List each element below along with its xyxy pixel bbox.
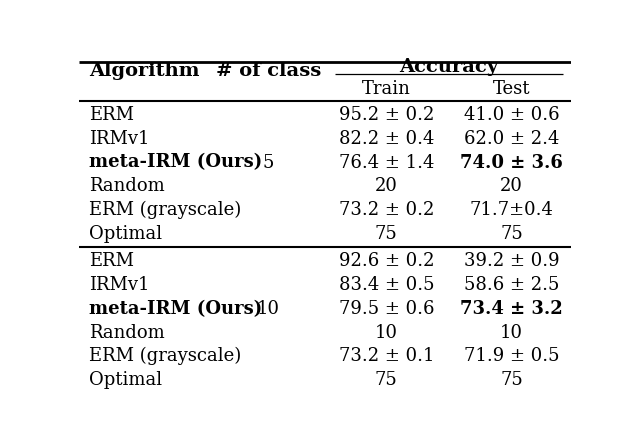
Text: 82.2 ± 0.4: 82.2 ± 0.4 xyxy=(339,130,434,148)
Text: Train: Train xyxy=(362,80,411,98)
Text: 75: 75 xyxy=(500,371,523,389)
Text: # of class: # of class xyxy=(216,62,321,80)
Text: 75: 75 xyxy=(500,225,523,243)
Text: 73.2 ± 0.2: 73.2 ± 0.2 xyxy=(339,201,434,219)
Text: ERM (grayscale): ERM (grayscale) xyxy=(89,201,242,219)
Text: Optimal: Optimal xyxy=(89,371,162,389)
Text: 73.2 ± 0.1: 73.2 ± 0.1 xyxy=(339,347,434,365)
Text: 58.6 ± 2.5: 58.6 ± 2.5 xyxy=(464,276,559,294)
Text: 75: 75 xyxy=(375,371,398,389)
Text: 74.0 ± 3.6: 74.0 ± 3.6 xyxy=(460,154,563,171)
Text: 20: 20 xyxy=(375,177,398,195)
Text: meta-IRM (Ours): meta-IRM (Ours) xyxy=(89,300,262,318)
Text: 71.7±0.4: 71.7±0.4 xyxy=(470,201,553,219)
Text: Test: Test xyxy=(493,80,531,98)
Text: Random: Random xyxy=(89,324,165,342)
Text: 71.9 ± 0.5: 71.9 ± 0.5 xyxy=(464,347,559,365)
Text: 10: 10 xyxy=(375,324,398,342)
Text: 76.4 ± 1.4: 76.4 ± 1.4 xyxy=(339,154,434,171)
Text: ERM: ERM xyxy=(89,106,134,124)
Text: IRMv1: IRMv1 xyxy=(89,130,150,148)
Text: 39.2 ± 0.9: 39.2 ± 0.9 xyxy=(464,253,559,270)
Text: 83.4 ± 0.5: 83.4 ± 0.5 xyxy=(339,276,434,294)
Text: ERM: ERM xyxy=(89,253,134,270)
Text: Random: Random xyxy=(89,177,165,195)
Text: 62.0 ± 2.4: 62.0 ± 2.4 xyxy=(464,130,559,148)
Text: Algorithm: Algorithm xyxy=(89,62,200,80)
Text: 5: 5 xyxy=(262,154,274,171)
Text: 75: 75 xyxy=(375,225,398,243)
Text: 20: 20 xyxy=(500,177,523,195)
Text: ERM (grayscale): ERM (grayscale) xyxy=(89,347,242,365)
Text: 79.5 ± 0.6: 79.5 ± 0.6 xyxy=(339,300,434,318)
Text: 10: 10 xyxy=(500,324,523,342)
Text: Accuracy: Accuracy xyxy=(399,58,498,76)
Text: Optimal: Optimal xyxy=(89,225,162,243)
Text: meta-IRM (Ours): meta-IRM (Ours) xyxy=(89,154,262,171)
Text: 73.4 ± 3.2: 73.4 ± 3.2 xyxy=(460,300,563,318)
Text: IRMv1: IRMv1 xyxy=(89,276,150,294)
Text: 95.2 ± 0.2: 95.2 ± 0.2 xyxy=(339,106,434,124)
Text: 41.0 ± 0.6: 41.0 ± 0.6 xyxy=(464,106,559,124)
Text: 92.6 ± 0.2: 92.6 ± 0.2 xyxy=(339,253,434,270)
Text: 10: 10 xyxy=(257,300,280,318)
